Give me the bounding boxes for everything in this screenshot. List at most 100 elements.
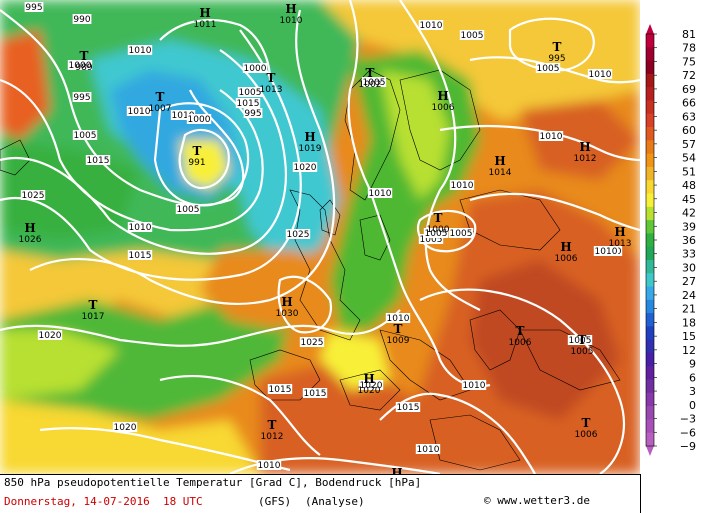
map-canvas: 9959901010101010009951005101010051000995… <box>0 0 640 474</box>
isobar-label: 1005 <box>459 30 485 41</box>
isobar-label: 1015 <box>85 155 111 166</box>
legend-swatch <box>646 259 654 274</box>
legend-label: 75 <box>682 55 696 68</box>
legend-label: 63 <box>682 110 696 123</box>
pressure-value: 1006 <box>575 430 598 440</box>
legend-swatch <box>646 286 654 301</box>
isobar-label: 1005 <box>535 63 561 74</box>
low-pressure-symbol: T <box>267 71 276 85</box>
legend-swatch <box>646 220 654 234</box>
low-pressure-symbol: T <box>434 211 443 225</box>
svg-text:1025: 1025 <box>287 230 310 240</box>
high-pressure-symbol: H <box>24 221 35 235</box>
isobar-label: 1010 <box>367 188 393 199</box>
low-pressure-symbol: T <box>578 333 587 347</box>
legend-label: 21 <box>682 303 696 316</box>
legend-swatch <box>646 326 654 341</box>
legend-swatch <box>646 246 654 261</box>
isobar-label: 995 <box>243 108 263 119</box>
low-pressure-symbol: T <box>366 66 375 80</box>
low-pressure-symbol: T <box>268 418 277 432</box>
svg-text:1010: 1010 <box>128 107 151 117</box>
legend-swatch <box>646 432 654 447</box>
legend-label: 24 <box>682 289 696 302</box>
svg-text:1005: 1005 <box>74 131 97 141</box>
legend-swatch <box>646 366 654 381</box>
legend-swatch <box>646 153 654 168</box>
svg-text:1005: 1005 <box>537 64 560 74</box>
pressure-value: 1026 <box>19 235 42 245</box>
svg-text:1025: 1025 <box>22 191 45 201</box>
svg-text:1010: 1010 <box>258 461 281 471</box>
isobar-label: 1025 <box>299 337 325 348</box>
svg-text:995: 995 <box>244 109 261 119</box>
high-pressure-symbol: H <box>494 154 505 168</box>
svg-text:1005: 1005 <box>177 205 200 215</box>
pressure-value: 1007 <box>149 104 172 114</box>
svg-text:1005: 1005 <box>239 88 262 98</box>
pressure-value: 1030 <box>276 309 299 319</box>
legend-swatch <box>646 140 654 155</box>
isobar-label: 1010 <box>385 313 411 324</box>
pressure-value: 991 <box>188 158 205 168</box>
high-pressure-symbol: H <box>285 2 296 16</box>
isobar-label: 1005 <box>567 335 593 346</box>
svg-text:1020: 1020 <box>360 381 383 391</box>
legend-label: −9 <box>680 440 696 453</box>
svg-text:1015: 1015 <box>397 403 420 413</box>
high-pressure-symbol: H <box>614 225 625 239</box>
low-pressure-symbol: T <box>89 298 98 312</box>
legend-label: 69 <box>682 83 696 96</box>
isobar-label: 995 <box>72 92 92 103</box>
svg-text:1010: 1010 <box>595 247 618 257</box>
legend-label: 48 <box>682 179 696 192</box>
pressure-value: 1005 <box>571 347 594 357</box>
svg-text:1015: 1015 <box>129 251 152 261</box>
low-pressure-symbol: T <box>582 416 591 430</box>
isobar-label: 1025 <box>20 190 46 201</box>
low-pressure-symbol: T <box>193 144 202 158</box>
svg-text:1010: 1010 <box>172 111 195 121</box>
legend-label: 6 <box>689 371 696 384</box>
svg-text:1020: 1020 <box>294 163 317 173</box>
legend-label: 39 <box>682 220 696 233</box>
low-pressure-symbol: T <box>553 40 562 54</box>
isobar-label: 1010 <box>593 246 619 257</box>
legend-swatch <box>646 352 654 367</box>
caption-date: Donnerstag, 14-07-2016 18 UTC <box>4 495 203 508</box>
isobar-label: 1010 <box>418 20 444 31</box>
legend-label: 45 <box>682 193 696 206</box>
caption-website-link[interactable]: © www.wetter3.de <box>484 494 590 507</box>
legend-scale: 8178757269666360575451484542393633302724… <box>645 24 696 456</box>
svg-text:1005: 1005 <box>450 229 473 239</box>
isobar-label: 1015 <box>395 402 421 413</box>
isobar-label: 1020 <box>37 330 63 341</box>
legend-swatch <box>646 299 654 314</box>
legend-swatch <box>646 47 654 62</box>
legend-label: 3 <box>689 385 696 398</box>
pressure-value: 1012 <box>261 432 284 442</box>
pressure-value: 1000 <box>427 225 450 235</box>
isobar-label: 1000 <box>242 63 268 74</box>
isobar-label: 1000 <box>67 60 93 71</box>
svg-text:1005: 1005 <box>363 78 386 88</box>
isobar-label: 1010 <box>127 45 153 56</box>
pressure-value: 1014 <box>489 168 512 178</box>
svg-text:1005: 1005 <box>461 31 484 41</box>
legend-label: 0 <box>689 399 696 412</box>
isobar-label: 1005 <box>448 228 474 239</box>
svg-text:1020: 1020 <box>39 331 62 341</box>
pressure-value: 1017 <box>82 312 105 322</box>
high-pressure-symbol: H <box>363 372 374 386</box>
copyright-icon: © <box>484 494 491 507</box>
legend-label: −3 <box>680 413 696 426</box>
